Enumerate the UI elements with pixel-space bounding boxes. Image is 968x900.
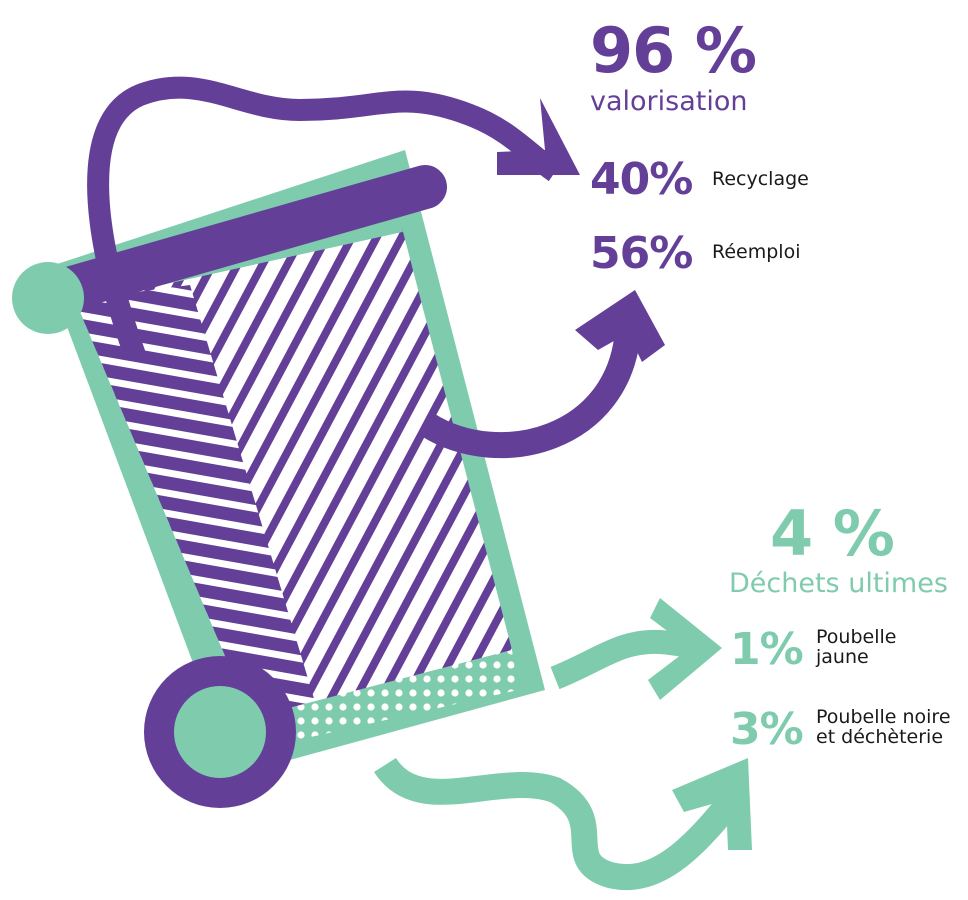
reemploi-label: Réemploi: [712, 243, 800, 263]
recyclage-label: Recyclage: [712, 170, 809, 190]
dechets-subtitle: Déchets ultimes: [729, 570, 948, 597]
wheelie-bin-icon: [12, 150, 545, 808]
valorisation-subtitle: valorisation: [590, 88, 747, 115]
reemploi-value: 56%: [590, 232, 692, 276]
curved-arrow-icon: [385, 758, 752, 877]
valorisation-headline: 96 %: [590, 20, 756, 82]
recyclage-value: 40%: [590, 158, 692, 202]
poubelle-noire-label: Poubelle noire et déchèterie: [816, 708, 966, 748]
poubelle-noire-value: 3%: [730, 708, 803, 752]
poubelle-jaune-label: Poubelle jaune: [816, 628, 926, 668]
poubelle-jaune-value: 1%: [730, 628, 803, 672]
curved-arrow-icon: [555, 598, 722, 700]
dechets-headline: 4 %: [770, 503, 894, 565]
